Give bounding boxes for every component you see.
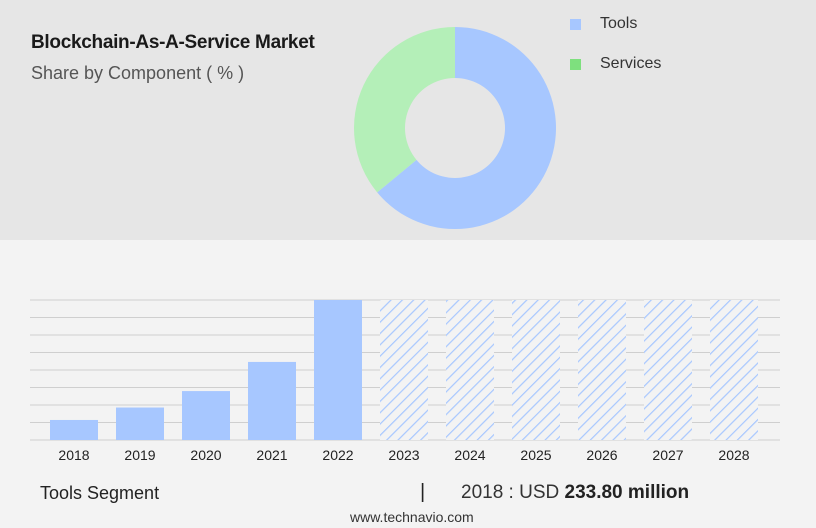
- legend-item-services: Services: [570, 54, 661, 74]
- legend-label-services: Services: [600, 55, 662, 72]
- x-tick-label: 2026: [586, 447, 617, 463]
- footer-divider: |: [420, 481, 426, 503]
- x-tick-label: 2023: [388, 447, 419, 463]
- page-subtitle: Share by Component ( % ): [31, 63, 245, 83]
- bar-2028: [710, 300, 758, 440]
- legend-label-tools: Tools: [600, 15, 638, 32]
- footer-value-prefix: 2018 : USD: [461, 482, 560, 503]
- page-title: Blockchain-As-A-Service Market: [31, 32, 315, 53]
- legend-swatch-tools: [570, 18, 581, 30]
- bar-2018: [50, 419, 98, 440]
- legend-item-tools: Tools: [570, 14, 637, 34]
- x-tick-label: 2018: [58, 447, 89, 463]
- footer-value-amount: 233.80 million: [564, 482, 690, 503]
- bar-chart: 2018 2019 2020 2021 2022 2023 2024 2025 2026 2027…: [30, 299, 780, 463]
- x-tick-label: 2021: [256, 447, 287, 463]
- bar-2019: [116, 407, 164, 440]
- bar-2023: [380, 300, 428, 440]
- x-tick-label: 2022: [322, 447, 353, 463]
- x-tick-label: 2025: [520, 447, 551, 463]
- x-tick-label: 2019: [124, 447, 155, 463]
- donut-slice-services: [353, 27, 455, 193]
- donut-chart: [353, 27, 556, 230]
- bar-2024: [446, 300, 494, 440]
- bar-2022: [314, 300, 362, 440]
- bar-2021: [248, 361, 296, 440]
- x-tick-label: 2027: [652, 447, 683, 463]
- bar-2020: [182, 391, 230, 440]
- x-tick-label: 2020: [190, 447, 221, 463]
- x-tick-label: 2024: [454, 447, 485, 463]
- bar-2025: [512, 300, 560, 440]
- source-link[interactable]: www.technavio.com: [350, 509, 474, 525]
- bar-2026: [578, 300, 626, 440]
- bar-2027: [644, 300, 692, 440]
- footer-value: 2018 : USD 233.80 million: [461, 482, 689, 504]
- legend-swatch-services: [570, 58, 581, 70]
- x-tick-label: 2028: [718, 447, 749, 463]
- footer-segment-label: Tools Segment: [40, 483, 160, 503]
- donut-slice-tools: [377, 27, 556, 230]
